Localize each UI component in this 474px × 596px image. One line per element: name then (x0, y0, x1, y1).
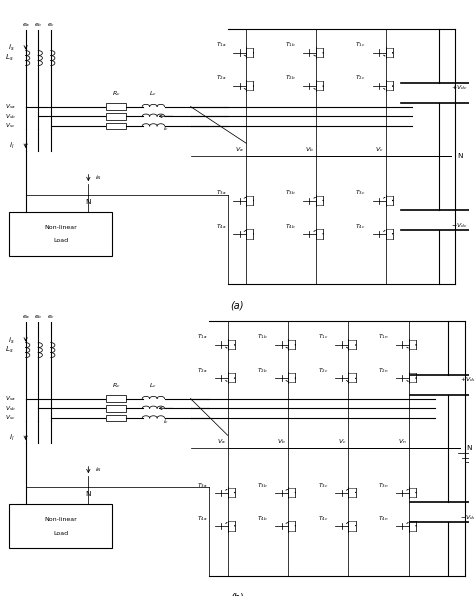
Text: Non-linear: Non-linear (44, 517, 77, 522)
Text: $+V_{dc}$: $+V_{dc}$ (460, 375, 474, 384)
Bar (106, 395, 127, 402)
Text: $T_{1c}$: $T_{1c}$ (355, 41, 365, 49)
Text: Load: Load (53, 530, 68, 536)
Text: $V_b$: $V_b$ (305, 145, 314, 154)
Text: $T_{4c}$: $T_{4c}$ (318, 514, 328, 523)
Text: $+V_{dc}$: $+V_{dc}$ (451, 83, 467, 92)
Text: $T_{3c}$: $T_{3c}$ (318, 480, 328, 489)
Text: $T_{2c}$: $T_{2c}$ (355, 73, 365, 82)
Text: $T_{4a}$: $T_{4a}$ (197, 514, 208, 523)
Text: $T_{2c}$: $T_{2c}$ (318, 365, 328, 374)
Text: $V_{sa}$: $V_{sa}$ (5, 102, 16, 111)
Text: $V_c$: $V_c$ (337, 437, 346, 446)
Bar (106, 405, 127, 412)
Text: $V_a$: $V_a$ (235, 145, 244, 154)
Text: $T_{4b}$: $T_{4b}$ (285, 222, 296, 231)
Text: $-V_{dc}$: $-V_{dc}$ (460, 513, 474, 522)
Text: $i_c$: $i_c$ (164, 417, 169, 426)
Text: Non-linear: Non-linear (44, 225, 77, 229)
Text: $V_{sc}$: $V_{sc}$ (5, 122, 16, 131)
Text: N: N (86, 200, 91, 206)
Text: N: N (457, 153, 463, 160)
Text: $V_{sc}$: $V_{sc}$ (5, 414, 16, 423)
Text: $T_{2b}$: $T_{2b}$ (285, 73, 296, 82)
Text: $V_b$: $V_b$ (277, 437, 286, 446)
Text: $i_l$: $i_l$ (9, 141, 14, 151)
Text: $L_c$: $L_c$ (149, 381, 157, 390)
Text: $T_{3c}$: $T_{3c}$ (355, 188, 365, 197)
Text: $T_{2a}$: $T_{2a}$ (216, 73, 226, 82)
Text: $T_{3b}$: $T_{3b}$ (257, 480, 268, 489)
Text: $T_{1a}$: $T_{1a}$ (216, 41, 226, 49)
Text: $T_{4c}$: $T_{4c}$ (355, 222, 365, 231)
Text: $T_{1n}$: $T_{1n}$ (378, 333, 389, 342)
Text: $e_c$: $e_c$ (46, 313, 55, 321)
Text: $V_a$: $V_a$ (217, 437, 226, 446)
Text: $T_{2n}$: $T_{2n}$ (378, 365, 389, 374)
Bar (106, 113, 127, 120)
Text: $e_c$: $e_c$ (46, 21, 55, 29)
Text: (b): (b) (230, 592, 244, 596)
Text: $V_n$: $V_n$ (398, 437, 407, 446)
Text: $-V_{dc}$: $-V_{dc}$ (451, 221, 467, 230)
Text: $T_{3n}$: $T_{3n}$ (378, 480, 389, 489)
Text: $e_b$: $e_b$ (34, 21, 42, 29)
Text: $T_{1a}$: $T_{1a}$ (197, 333, 208, 342)
Text: $e_a$: $e_a$ (21, 21, 30, 29)
Text: $i_N$: $i_N$ (95, 173, 102, 182)
Text: $T_{3a}$: $T_{3a}$ (197, 480, 208, 489)
Text: $T_{4n}$: $T_{4n}$ (378, 514, 389, 523)
Text: $i_N$: $i_N$ (95, 465, 102, 474)
Bar (9, 212, 111, 256)
Text: $T_{3b}$: $T_{3b}$ (285, 188, 296, 197)
Text: $V_{sa}$: $V_{sa}$ (5, 394, 16, 403)
Bar (106, 123, 127, 129)
Text: $V_{sb}$: $V_{sb}$ (5, 112, 16, 121)
Bar (106, 415, 127, 421)
Text: $V_{sb}$: $V_{sb}$ (5, 404, 16, 413)
Text: $i_s$: $i_s$ (8, 44, 14, 54)
Text: $T_{4b}$: $T_{4b}$ (257, 514, 268, 523)
Text: $R_c$: $R_c$ (112, 381, 120, 390)
Text: $T_{1b}$: $T_{1b}$ (285, 41, 296, 49)
Text: $e_a$: $e_a$ (21, 313, 30, 321)
Text: N: N (86, 492, 91, 498)
Text: N: N (466, 445, 472, 452)
Text: $V_c$: $V_c$ (375, 145, 383, 154)
Text: $T_{4a}$: $T_{4a}$ (216, 222, 226, 231)
Text: $L_s$: $L_s$ (6, 53, 14, 63)
Text: $i_c$: $i_c$ (164, 125, 169, 134)
Text: $T_{1b}$: $T_{1b}$ (257, 333, 268, 342)
Text: $L_s$: $L_s$ (6, 345, 14, 355)
Text: Load: Load (53, 238, 68, 244)
Text: $T_{3a}$: $T_{3a}$ (216, 188, 226, 197)
Text: $e_b$: $e_b$ (34, 313, 42, 321)
Text: $T_{2b}$: $T_{2b}$ (257, 365, 268, 374)
Text: $T_{1c}$: $T_{1c}$ (318, 333, 328, 342)
Text: $L_c$: $L_c$ (149, 89, 157, 98)
Text: $i_s$: $i_s$ (8, 336, 14, 346)
Text: (a): (a) (230, 300, 244, 311)
Bar (106, 103, 127, 110)
Bar (9, 504, 111, 548)
Text: $i_l$: $i_l$ (9, 433, 14, 443)
Text: $R_c$: $R_c$ (112, 89, 120, 98)
Text: $T_{2a}$: $T_{2a}$ (197, 365, 208, 374)
